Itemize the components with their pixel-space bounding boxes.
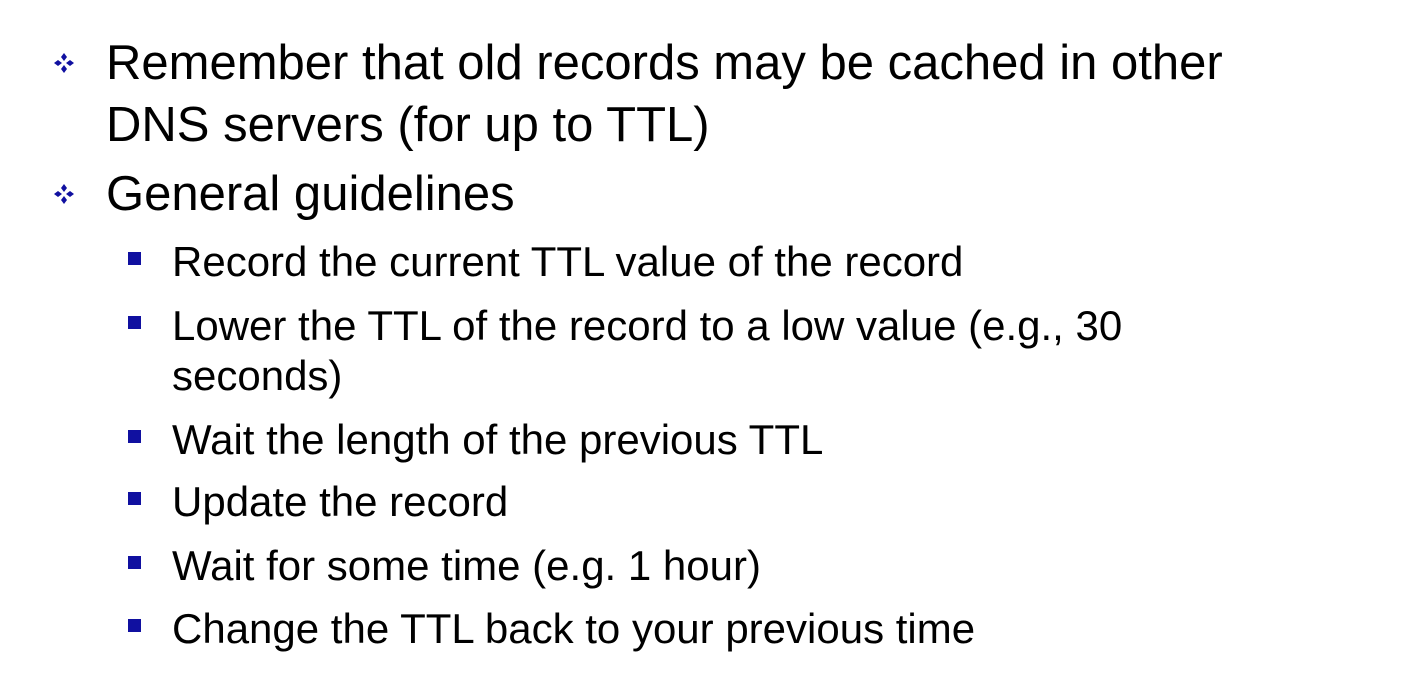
bullet-text-line: Remember that old records may be cached … <box>106 36 1223 90</box>
four-diamond-bullet-icon <box>54 53 74 73</box>
four-diamond-bullet-icon <box>54 184 74 204</box>
sub-item-text-line: Wait the length of the previous TTL <box>172 416 824 463</box>
sub-item-text-line: Record the current TTL value of the reco… <box>172 238 964 285</box>
square-bullet-icon <box>128 430 141 443</box>
bullet-text-line: General guidelines <box>106 167 515 221</box>
sub-item-text-line: Wait for some time (e.g. 1 hour) <box>172 542 761 589</box>
sub-item-text-line: seconds) <box>172 352 343 399</box>
square-bullet-icon <box>128 316 141 329</box>
square-bullet-icon <box>128 252 141 265</box>
bullet-text-line: DNS servers (for up to TTL) <box>106 98 710 152</box>
square-bullet-icon <box>128 619 141 632</box>
sub-item-text-line: Lower the TTL of the record to a low val… <box>172 302 1123 349</box>
sub-item-text-line: Change the TTL back to your previous tim… <box>172 605 976 652</box>
square-bullet-icon <box>128 556 141 569</box>
square-bullet-icon <box>128 492 141 505</box>
sub-item-text-line: Update the record <box>172 478 509 525</box>
